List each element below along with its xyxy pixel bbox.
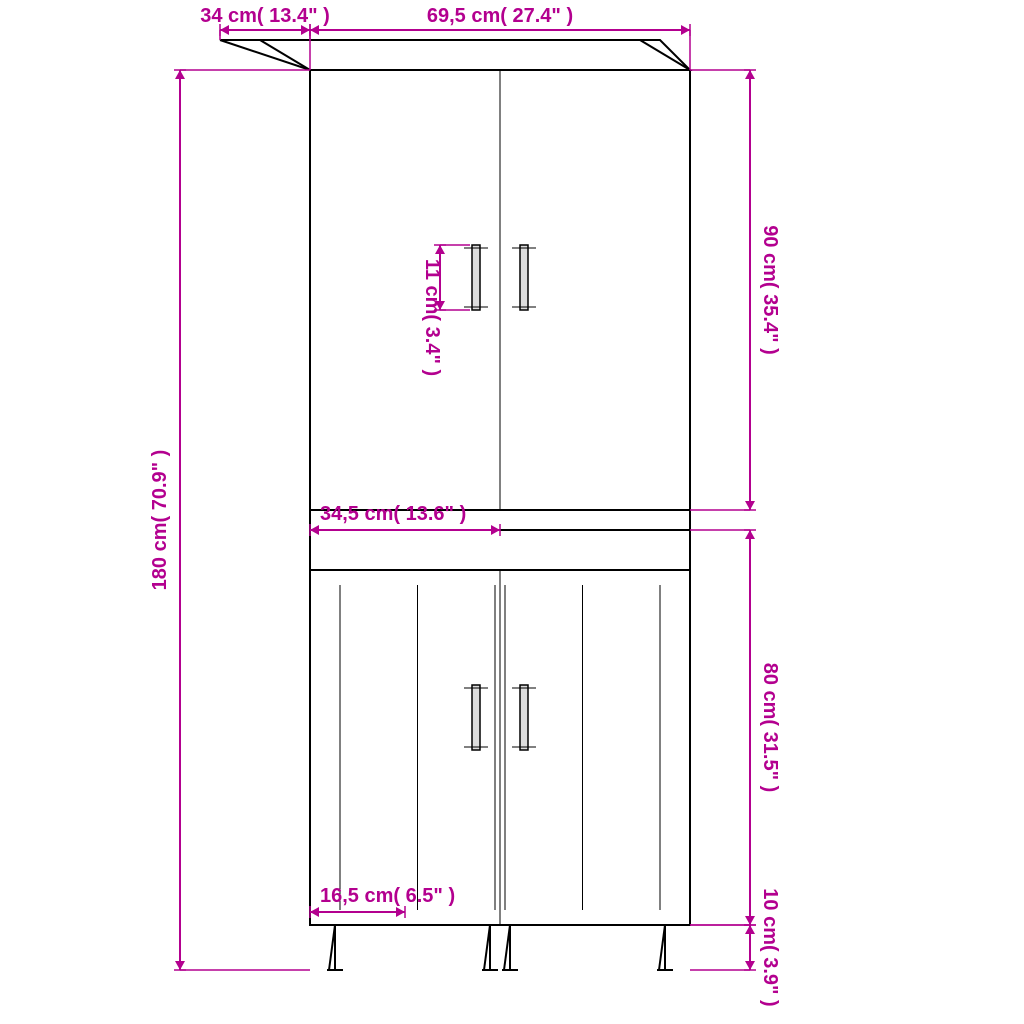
dim-total-height: 180 cm( 70.9" ) <box>149 450 171 591</box>
dim-door-width: 34,5 cm( 13.6" ) <box>320 503 466 525</box>
dim-width: 69,5 cm( 27.4" ) <box>427 5 573 27</box>
dim-upper-height: 90 cm( 35.4" ) <box>759 225 781 355</box>
dim-handle-height: 11 cm( 3.4" ) <box>421 259 443 376</box>
handle-icon <box>520 245 528 310</box>
handle-icon <box>472 245 480 310</box>
dim-panel-width: 16,5 cm( 6.5" ) <box>320 885 455 907</box>
dim-leg-height: 10 cm( 3.9" ) <box>759 888 781 1006</box>
handle-icon <box>472 685 480 750</box>
dim-depth: 34 cm( 13.4" ) <box>200 5 330 27</box>
dim-lower-height: 80 cm( 31.5" ) <box>759 663 781 793</box>
handle-icon <box>520 685 528 750</box>
